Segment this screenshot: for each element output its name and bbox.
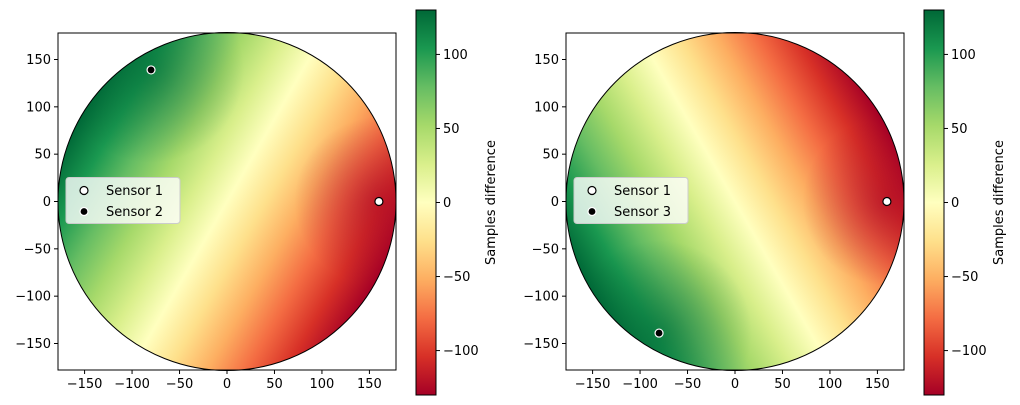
y-tick-label: −100 — [523, 290, 559, 305]
colorbar-tick-label: 100 — [951, 48, 976, 63]
legend-box — [65, 177, 181, 224]
colorbar-tick-label: −50 — [443, 270, 470, 285]
colorbar-tick-label: 100 — [443, 48, 468, 63]
y-tick-label: −150 — [15, 337, 51, 352]
x-tick-label: 50 — [266, 377, 283, 392]
y-tick-label: −150 — [523, 337, 559, 352]
colorbar-label: Samples difference — [484, 140, 499, 265]
x-tick-label: −50 — [166, 377, 193, 392]
y-tick-label: 100 — [534, 100, 559, 115]
panel-1: −150 −100 −50 0 50 100 150 −150 −100 −50 0 50 100 150… — [15, 32, 397, 392]
x-tick-label: 150 — [357, 377, 382, 392]
legend-label: Sensor 3 — [614, 205, 671, 220]
colorbar-tick-label: −100 — [951, 344, 987, 359]
x-tick-label: −150 — [67, 377, 103, 392]
colorbar: −100 −50 0 50 100 Samples difference — [923, 9, 1007, 396]
y-tick-label: −50 — [532, 242, 559, 257]
y-tick-label: 0 — [43, 195, 51, 210]
sensor-point — [654, 328, 664, 338]
y-tick-label: −50 — [24, 242, 51, 257]
colorbar-tick-label: −50 — [951, 270, 978, 285]
x-tick-label: 50 — [774, 377, 791, 392]
legend-label: Sensor 1 — [106, 184, 163, 199]
colorbar-tick-label: 0 — [951, 196, 959, 211]
panel-2: −150 −100 −50 0 50 100 150 −150 −100 −50 0 50 100 150… — [523, 32, 905, 392]
x-tick-label: −150 — [575, 377, 611, 392]
colorbar-gradient — [415, 9, 437, 396]
legend-box — [573, 177, 689, 224]
legend-marker — [79, 185, 89, 196]
y-tick-label: 150 — [534, 53, 559, 68]
y-tick-label: 0 — [551, 195, 559, 210]
legend: Sensor 1 Sensor 3 — [573, 177, 689, 224]
sensor-point — [374, 196, 384, 207]
y-tick-label: 50 — [34, 148, 51, 163]
legend-marker — [587, 206, 597, 217]
colorbar-tick-label: 50 — [443, 122, 460, 137]
colorbar: −100 −50 0 50 100 Samples difference — [415, 9, 499, 396]
legend-label: Sensor 1 — [614, 184, 671, 199]
x-tick-label: 100 — [818, 377, 843, 392]
colorbar-tick-label: −100 — [443, 344, 479, 359]
x-tick-label: −100 — [114, 377, 150, 392]
x-tick-label: −50 — [674, 377, 701, 392]
sensor-point — [882, 196, 892, 207]
colorbar-tick-label: 50 — [951, 122, 968, 137]
x-tick-label: 0 — [731, 377, 739, 392]
colorbar-tick-label: 0 — [443, 196, 451, 211]
x-tick-label: 150 — [865, 377, 890, 392]
legend-marker — [587, 185, 597, 196]
colorbar-label: Samples difference — [992, 140, 1007, 265]
y-tick-label: 150 — [26, 53, 51, 68]
legend-label: Sensor 2 — [106, 205, 163, 220]
x-tick-label: 0 — [223, 377, 231, 392]
sensor-point — [146, 65, 156, 75]
colorbar-gradient — [923, 9, 945, 396]
legend-marker — [79, 206, 89, 217]
x-tick-label: 100 — [310, 377, 335, 392]
legend: Sensor 1 Sensor 2 — [65, 177, 181, 224]
y-tick-label: 50 — [542, 148, 559, 163]
y-tick-label: −100 — [15, 290, 51, 305]
y-tick-label: 100 — [26, 100, 51, 115]
x-tick-label: −100 — [622, 377, 658, 392]
